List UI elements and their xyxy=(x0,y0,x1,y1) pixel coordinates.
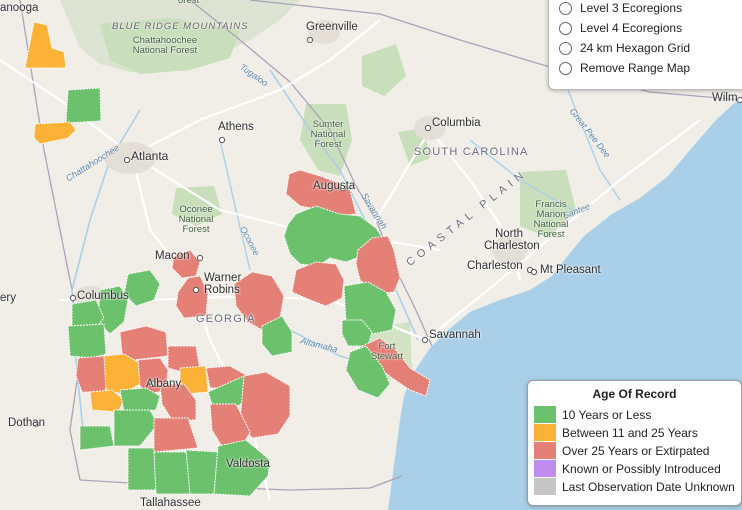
label-warner-robins: Warner Robins xyxy=(204,272,242,296)
label-athens: Athens xyxy=(218,121,254,133)
ga-sc-border xyxy=(189,0,433,347)
legend-item-label: Last Observation Date Unknown xyxy=(562,479,735,494)
range-polygon-green xyxy=(65,87,102,124)
range-polygon-red xyxy=(119,325,169,361)
legend-swatch xyxy=(534,442,556,459)
range-polygons[interactable] xyxy=(24,21,431,497)
range-polygon-green xyxy=(341,319,373,347)
range-polygon-green xyxy=(67,323,107,359)
layer-selector-panel: Level 3 Ecoregions Level 4 Ecoregions 24… xyxy=(548,0,742,90)
legend-item: Known or Possibly Introduced xyxy=(534,460,721,477)
savannah-river xyxy=(269,69,419,341)
range-polygon-green xyxy=(79,425,115,451)
label-greenville: Greenville xyxy=(306,21,358,33)
label-columbia: Columbia xyxy=(432,117,481,129)
label-augusta: Augusta xyxy=(313,180,356,192)
range-polygon-green xyxy=(261,315,293,357)
sumter-forest-area-2 xyxy=(362,44,406,96)
layer-option-label: Remove Range Map xyxy=(580,61,691,75)
radio-icon[interactable] xyxy=(559,21,572,35)
range-polygon-green xyxy=(185,449,219,495)
range-polygon-red xyxy=(159,383,197,421)
range-polygon-red xyxy=(285,169,357,217)
label-atlanta: Atlanta xyxy=(131,149,169,163)
range-polygon-green xyxy=(213,439,271,497)
range-polygon-red xyxy=(239,371,291,439)
label-mt-pleasant: Mt Pleasant xyxy=(540,264,601,276)
label-columbus: Columbus xyxy=(77,290,129,302)
label-sumter-nf: Sumter National Forest xyxy=(310,119,346,150)
map-legend: Age Of Record 10 Years or Less Between 1… xyxy=(527,380,742,506)
label-tallahassee: Tallahassee xyxy=(140,497,201,509)
francis-marion-forest-area xyxy=(520,170,576,238)
santee-river xyxy=(469,139,581,215)
range-polygon-red xyxy=(175,275,209,319)
label-south-carolina: SOUTH CAROLINA xyxy=(414,146,529,158)
label-albany: Albany xyxy=(146,378,182,390)
layer-option-label: Level 3 Ecoregions xyxy=(580,1,683,15)
range-polygon-orange xyxy=(179,365,209,395)
label-valdosta: Valdosta xyxy=(226,458,270,470)
label-dothan: Dothan xyxy=(8,417,46,429)
range-polygon-green xyxy=(119,387,161,413)
legend-swatch xyxy=(534,478,556,495)
nc-sc-border xyxy=(249,0,742,101)
legend-item: Over 25 Years or Extirpated xyxy=(534,442,709,459)
range-polygon-red xyxy=(291,261,345,307)
legend-item: Last Observation Date Unknown xyxy=(534,478,735,495)
radio-icon[interactable] xyxy=(559,41,572,55)
oconee-forest-area xyxy=(172,186,222,226)
label-macon: Macon xyxy=(155,250,190,262)
label-francis-marion-nf: Francis Marion National Forest xyxy=(533,199,569,240)
legend-item-label: Between 11 and 25 Years xyxy=(562,425,698,440)
layer-option-label: 24 km Hexagon Grid xyxy=(580,41,691,55)
great-pee-dee-river xyxy=(559,69,621,201)
range-polygon-green xyxy=(207,375,251,411)
layer-option-label: Level 4 Ecoregions xyxy=(580,21,683,35)
range-polygon-green xyxy=(127,447,157,491)
label-georgia: GEORGIA xyxy=(196,313,256,325)
label-chattahoochee-nf: Chattahoochee National Forest xyxy=(132,35,198,56)
label-wilm: Wilm xyxy=(712,92,738,104)
urban-areas xyxy=(74,20,528,306)
legend-item-label: Over 25 Years or Extirpated xyxy=(562,443,710,458)
chattahoochee-forest-area xyxy=(100,18,240,74)
range-polygon-orange xyxy=(89,389,125,413)
legend-swatch xyxy=(534,406,556,423)
range-polygon-orange xyxy=(24,21,67,69)
legend-item-label: 10 Years or Less xyxy=(562,407,652,422)
label-oconee-nf: Oconee National Forest xyxy=(178,204,214,235)
legend-item: 10 Years or Less xyxy=(534,406,651,423)
label-chattanooga: anooga xyxy=(0,2,39,14)
layer-option-level3[interactable]: Level 3 Ecoregions xyxy=(559,0,682,17)
label-blue-ridge: BLUE RIDGE MOUNTAINS xyxy=(112,21,249,32)
range-polygon-red xyxy=(153,417,199,453)
oconee-river xyxy=(219,139,251,271)
range-polygon-orange xyxy=(33,121,77,145)
label-charleston: Charleston xyxy=(467,260,523,272)
city-markers xyxy=(32,36,742,468)
label-fort-stewart: Fort Stewart xyxy=(370,341,404,362)
range-polygon-green xyxy=(345,345,391,399)
range-polygon-green xyxy=(123,269,161,307)
range-polygon-red xyxy=(355,235,401,295)
label-north-charleston: North Charleston xyxy=(484,228,540,252)
layer-option-remove-range[interactable]: Remove Range Map xyxy=(559,59,690,77)
label-savannah: Savannah xyxy=(429,329,481,341)
legend-item-label: Known or Possibly Introduced xyxy=(562,461,721,476)
legend-item: Between 11 and 25 Years xyxy=(534,424,698,441)
label-forest-top: orest xyxy=(178,0,200,6)
range-polygon-green xyxy=(153,451,193,495)
layer-option-level4[interactable]: Level 4 Ecoregions xyxy=(559,19,682,37)
sumter-forest-area xyxy=(300,104,352,176)
legend-swatch xyxy=(534,460,556,477)
range-polygon-green xyxy=(113,409,159,447)
radio-icon[interactable] xyxy=(559,1,572,15)
range-polygon-red xyxy=(171,249,201,279)
label-ery: ery xyxy=(0,292,16,304)
layer-option-hexgrid[interactable]: 24 km Hexagon Grid xyxy=(559,39,690,57)
radio-icon[interactable] xyxy=(559,61,572,75)
legend-swatch xyxy=(534,424,556,441)
legend-title: Age Of Record xyxy=(592,387,677,401)
